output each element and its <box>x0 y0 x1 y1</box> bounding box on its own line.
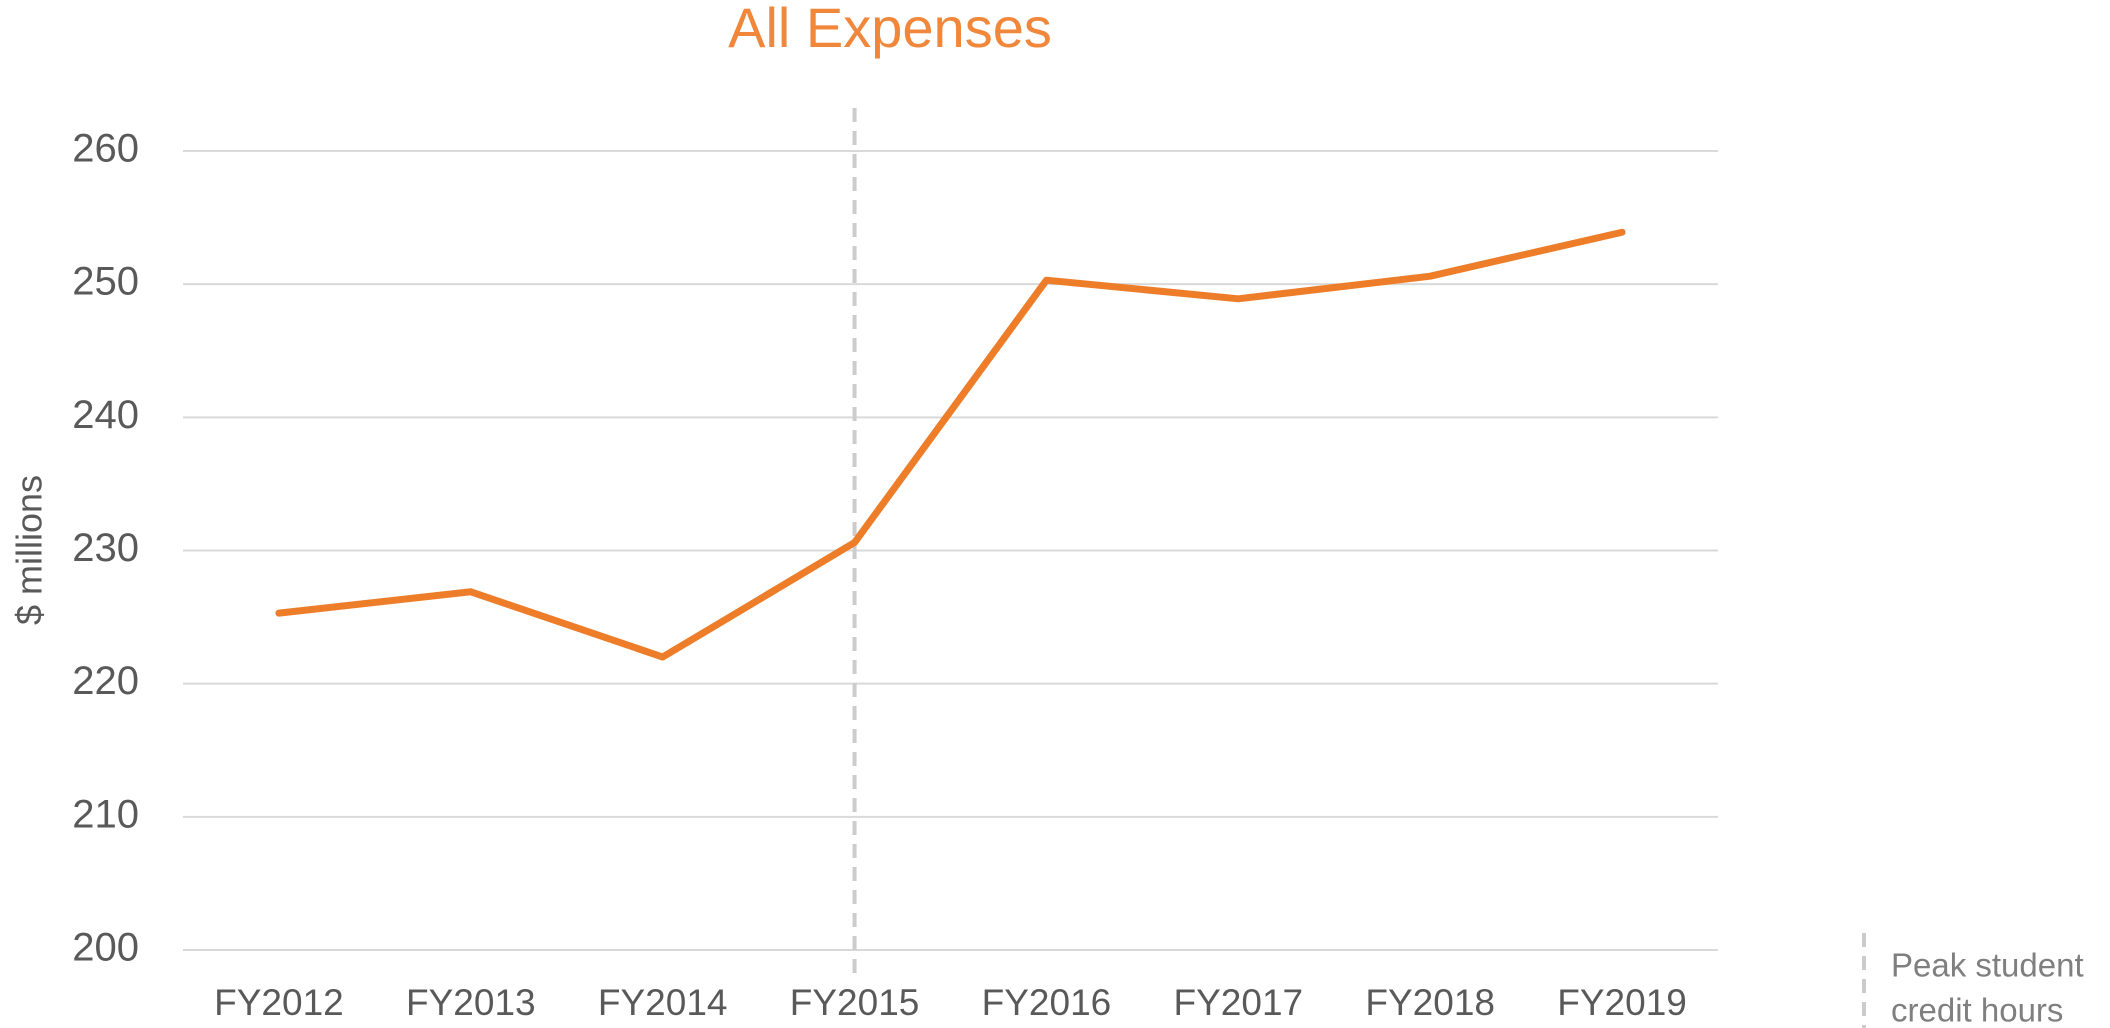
x-tick-label: FY2015 <box>790 982 920 1023</box>
x-tick-label: FY2012 <box>214 982 344 1023</box>
x-tick-label: FY2014 <box>598 982 728 1023</box>
y-tick-label: 200 <box>72 926 139 970</box>
x-tick-label: FY2013 <box>406 982 536 1023</box>
x-tick-label: FY2017 <box>1174 982 1304 1023</box>
y-tick-label: 230 <box>72 526 139 570</box>
chart-title: All Expenses <box>728 0 1052 59</box>
y-tick-label: 220 <box>72 659 139 703</box>
y-axis-label: $ millions <box>9 475 50 625</box>
x-tick-label: FY2019 <box>1557 982 1687 1023</box>
data-line <box>275 228 1626 661</box>
x-tick-label: FY2018 <box>1365 982 1495 1023</box>
legend-label: Peak student <box>1891 947 2084 984</box>
y-tick-label: 210 <box>72 792 139 836</box>
y-tick-label: 250 <box>72 260 139 304</box>
y-tick-label: 260 <box>72 127 139 171</box>
y-tick-label: 240 <box>72 393 139 437</box>
legend-label: credit hours <box>1891 992 2063 1028</box>
x-tick-label: FY2016 <box>982 982 1112 1023</box>
